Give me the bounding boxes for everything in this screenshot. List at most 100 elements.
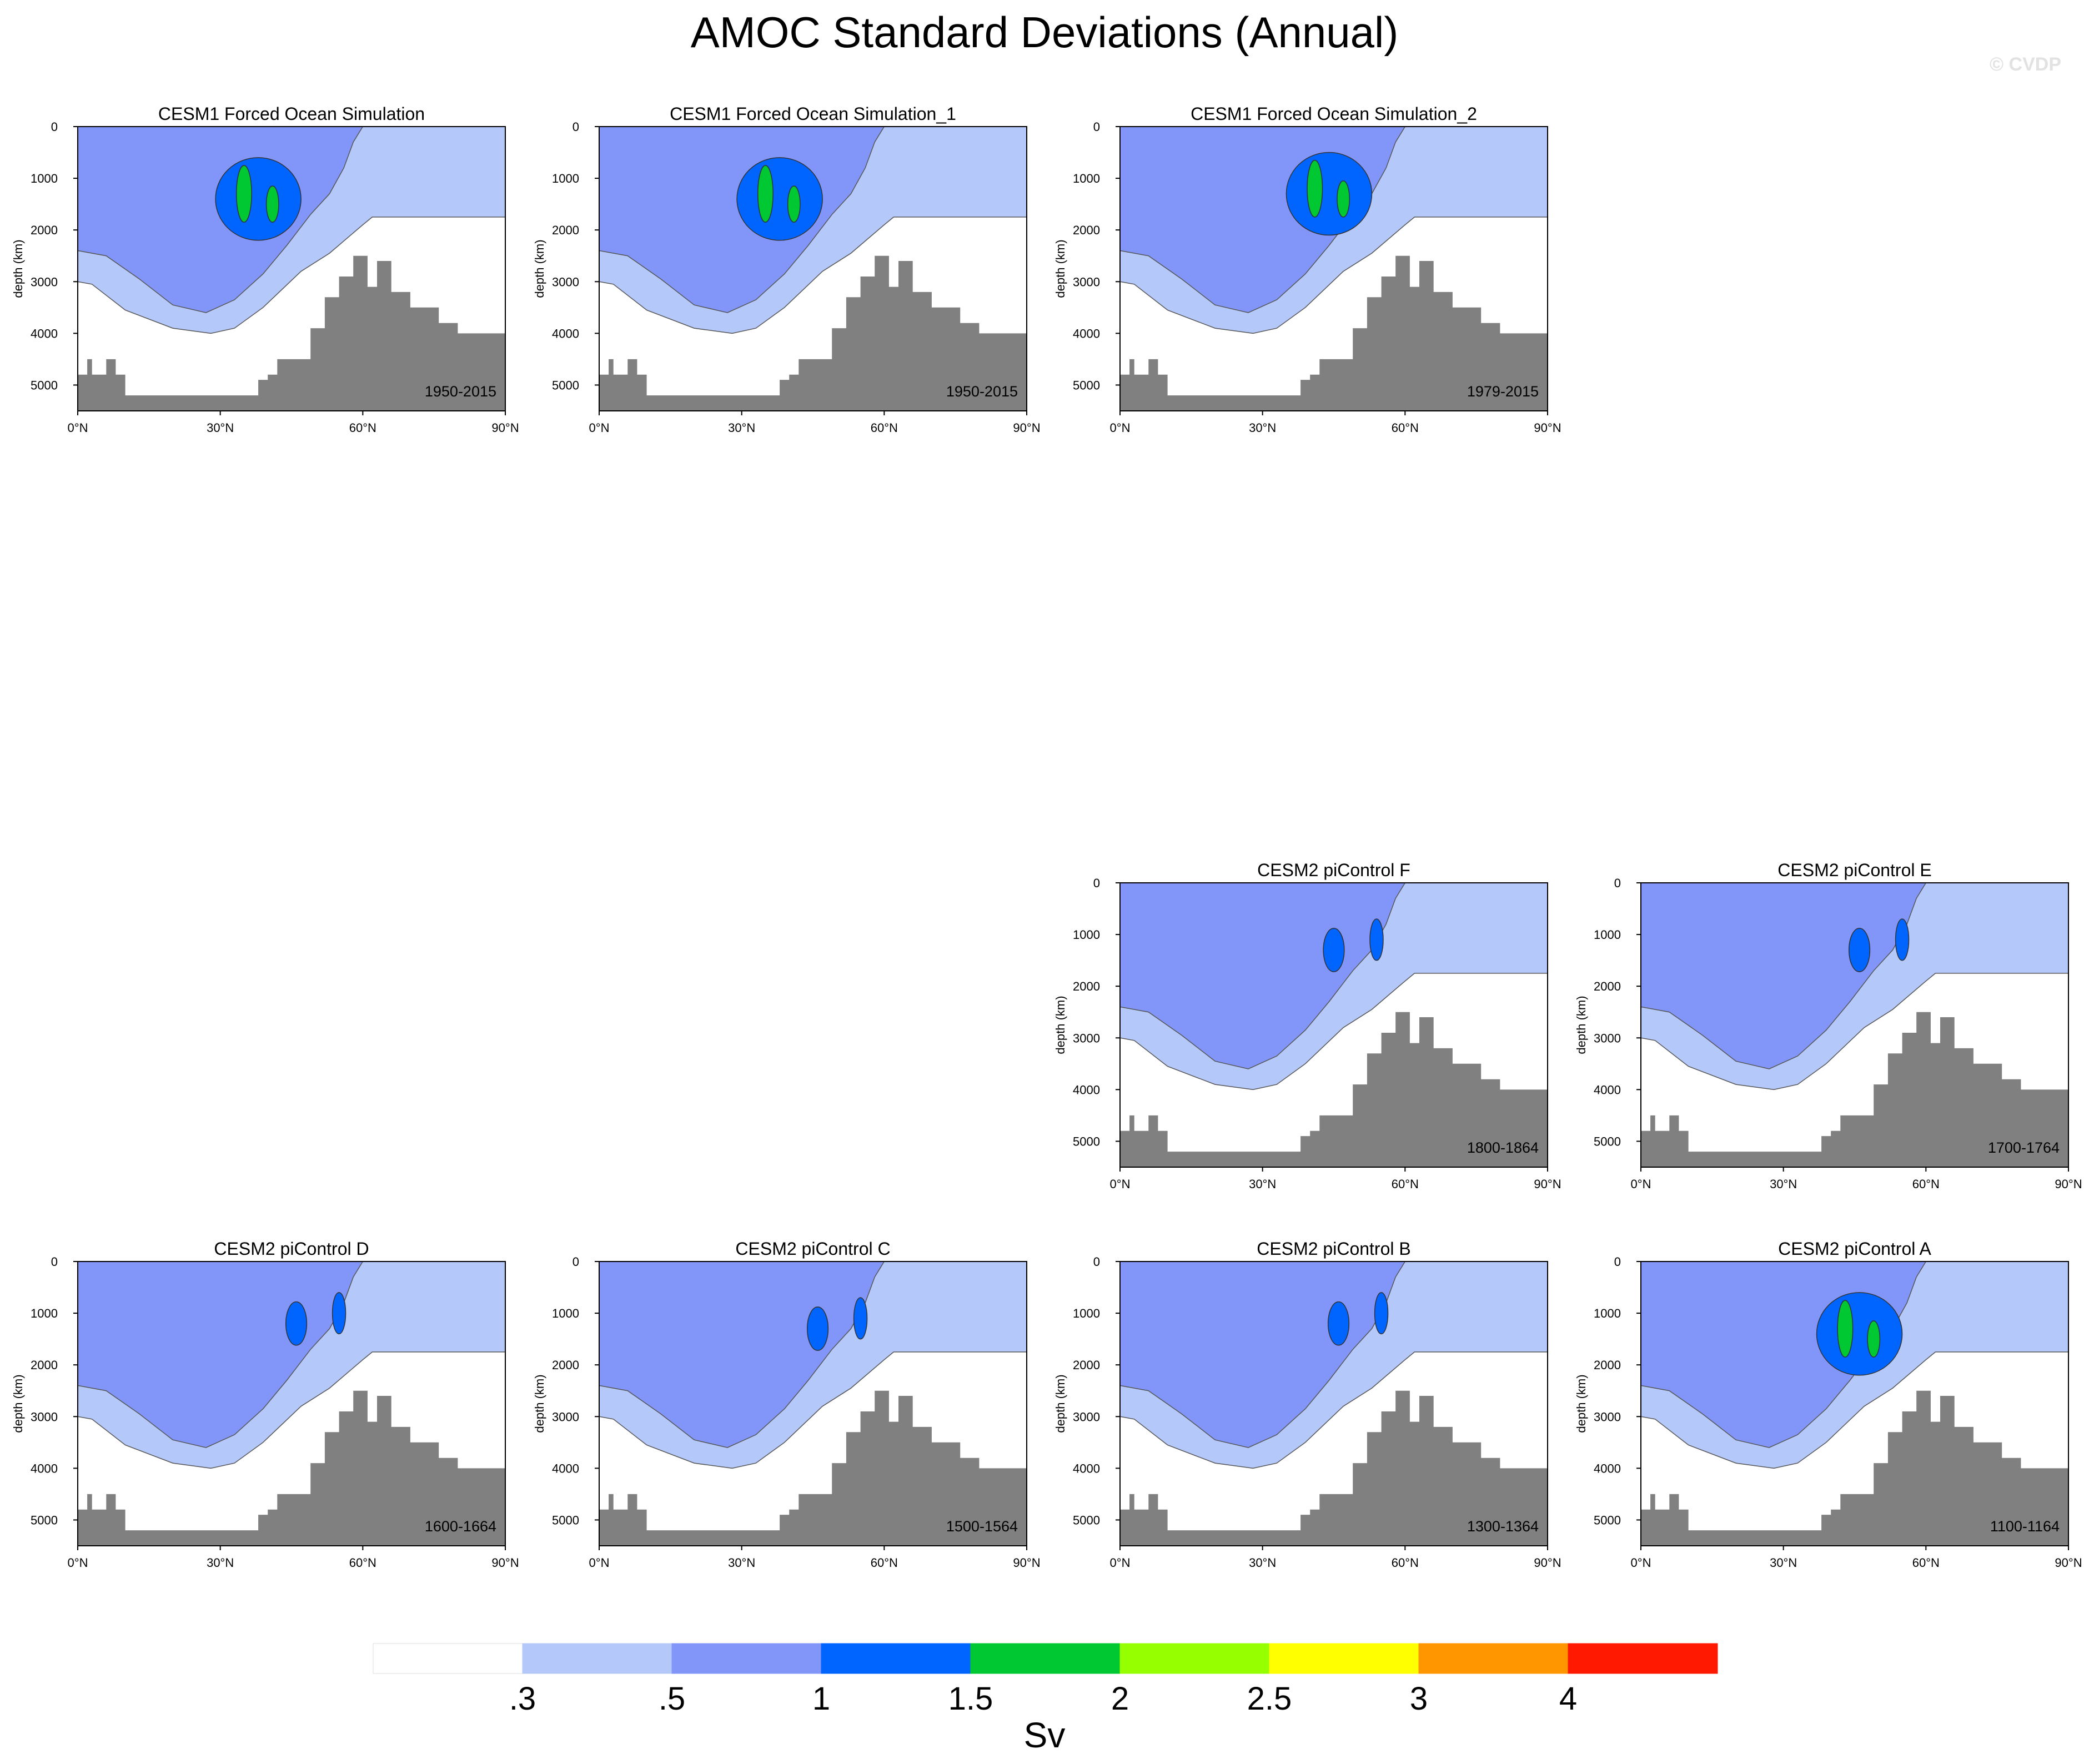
y-tick-label: 1000 — [1594, 928, 1621, 942]
y-tick-label: 0 — [51, 1255, 58, 1269]
period-label: 1100-1164 — [1990, 1518, 2060, 1535]
panel: CESM2 piControl C 1500-1564 depth (km) 0 100… — [533, 1239, 1041, 1570]
contour-core — [1323, 928, 1345, 972]
y-axis-label: depth (km) — [11, 239, 25, 298]
x-tick-label: 90°N — [1013, 1556, 1040, 1570]
colorbar-swatch — [1568, 1643, 1718, 1674]
x-tick-label: 0°N — [68, 1556, 88, 1570]
topography — [599, 1390, 1027, 1546]
y-tick-label: 3000 — [1073, 1410, 1100, 1424]
y-tick-label: 3000 — [1073, 1031, 1100, 1045]
plot-area — [78, 127, 505, 411]
contour-core — [1895, 918, 1910, 961]
plot-frame — [599, 1261, 1027, 1546]
x-tick-label: 90°N — [491, 421, 519, 435]
contour-core — [1337, 180, 1350, 218]
plot-frame — [1640, 1261, 2069, 1546]
colorbar-swatch — [522, 1643, 672, 1674]
panel: CESM2 piControl A 1100-1164 depth (km) 0 100… — [1574, 1239, 2082, 1570]
y-tick-label: 3000 — [1594, 1031, 1621, 1045]
contour-band — [599, 1262, 885, 1448]
panel: CESM1 Forced Ocean Simulation_2 1979-2015… — [1053, 104, 1561, 435]
x-tick-label: 60°N — [1392, 421, 1419, 435]
y-tick-label: 4000 — [1073, 1083, 1100, 1097]
y-tick-label: 0 — [573, 1255, 579, 1269]
contour-core — [757, 165, 774, 223]
y-tick-label: 4000 — [31, 326, 58, 340]
colorbar: .3 .5 1 1.5 2 2.5 3 4 — [373, 1643, 1718, 1717]
y-axis-label: depth (km) — [1574, 996, 1588, 1054]
contour-band — [1641, 883, 1927, 1069]
period-label: 1979-2015 — [1467, 383, 1539, 400]
plot-frame — [1640, 882, 2069, 1168]
panel: CESM2 piControl D 1600-1664 depth (km) 0 100… — [11, 1239, 519, 1570]
watermark: © CVDP — [1990, 54, 2061, 75]
topography — [1120, 1012, 1548, 1167]
y-tick-label: 0 — [1614, 1255, 1621, 1269]
topography — [1641, 1390, 2068, 1546]
y-tick-label: 2000 — [1073, 1358, 1100, 1372]
y-tick-label: 4000 — [31, 1461, 58, 1475]
panel-title: CESM2 piControl F — [1257, 860, 1410, 880]
panel-title: CESM2 piControl C — [735, 1239, 890, 1259]
contour-core — [332, 1292, 347, 1335]
y-tick-label: 3000 — [31, 275, 58, 289]
y-tick-label: 1000 — [1594, 1306, 1621, 1320]
y-tick-label: 1000 — [552, 172, 579, 185]
y-tick-label: 2000 — [1594, 1358, 1621, 1372]
colorbar-label: .3 — [509, 1681, 536, 1717]
contour-core — [806, 1306, 829, 1351]
contour-core — [265, 185, 279, 223]
x-tick-label: 0°N — [1110, 421, 1131, 435]
y-tick-label: 1000 — [31, 172, 58, 185]
colorbar-swatch — [671, 1643, 822, 1674]
y-axis-label: depth (km) — [533, 1374, 546, 1433]
x-tick-label: 90°N — [1534, 421, 1561, 435]
contour-core — [285, 1301, 308, 1346]
x-tick-label: 60°N — [1392, 1556, 1419, 1570]
x-tick-label: 30°N — [1249, 1556, 1276, 1570]
y-tick-label: 5000 — [1073, 1134, 1100, 1148]
x-tick-label: 30°N — [1249, 1177, 1276, 1191]
y-axis-label: depth (km) — [1053, 239, 1067, 298]
panel-title: CESM2 piControl E — [1777, 860, 1931, 880]
colorbar-swatch — [373, 1643, 523, 1674]
y-tick-label: 3000 — [31, 1410, 58, 1424]
colorbar-swatch — [821, 1643, 971, 1674]
plot-area — [78, 1262, 505, 1546]
x-tick-label: 60°N — [1912, 1177, 1940, 1191]
panel: CESM1 Forced Ocean Simulation_1 1950-2015… — [533, 104, 1041, 435]
topography — [78, 1390, 505, 1546]
contour-core — [215, 157, 302, 241]
x-tick-label: 60°N — [1912, 1556, 1940, 1570]
y-axis-label: depth (km) — [1574, 1374, 1588, 1433]
x-tick-label: 60°N — [871, 421, 898, 435]
x-tick-label: 60°N — [349, 1556, 376, 1570]
x-tick-label: 60°N — [871, 1556, 898, 1570]
y-tick-label: 3000 — [1594, 1410, 1621, 1424]
panel-title: CESM2 piControl B — [1257, 1239, 1410, 1259]
figure-title: AMOC Standard Deviations (Annual) — [691, 8, 1399, 57]
y-tick-label: 4000 — [1594, 1083, 1621, 1097]
panel: CESM2 piControl B 1300-1364 depth (km) 0 100… — [1053, 1239, 1561, 1570]
colorbar-label: 3 — [1410, 1681, 1428, 1717]
panels: CESM1 Forced Ocean Simulation 1950-2015 de… — [11, 104, 2082, 1570]
panel-title: CESM1 Forced Ocean Simulation_2 — [1191, 104, 1477, 124]
colorbar-label: 1 — [812, 1681, 830, 1717]
topography — [599, 255, 1027, 411]
x-tick-label: 0°N — [1110, 1177, 1131, 1191]
colorbar-swatch — [970, 1643, 1121, 1674]
period-label: 1950-2015 — [425, 383, 496, 400]
contour-core — [1374, 1292, 1389, 1335]
panel-title: CESM2 piControl A — [1778, 1239, 1931, 1259]
panel-title: CESM1 Forced Ocean Simulation_1 — [670, 104, 956, 124]
contour-core — [1837, 1300, 1854, 1358]
period-label: 1800-1864 — [1467, 1139, 1539, 1156]
x-tick-label: 30°N — [728, 421, 755, 435]
y-tick-label: 5000 — [31, 378, 58, 392]
x-tick-label: 60°N — [349, 421, 376, 435]
plot-frame — [1119, 882, 1548, 1168]
y-tick-label: 5000 — [1594, 1134, 1621, 1148]
period-label: 1700-1764 — [1988, 1139, 2060, 1156]
